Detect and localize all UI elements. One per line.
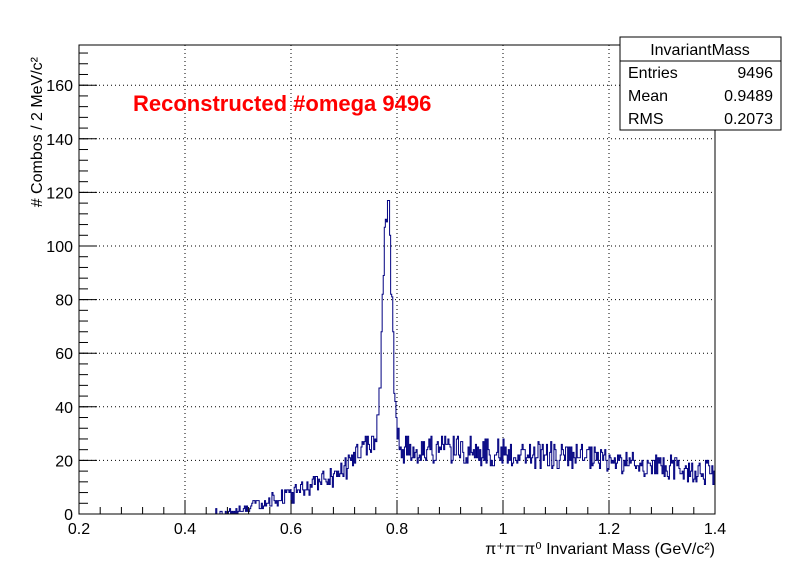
x-tick-label: 1 bbox=[499, 521, 508, 538]
x-tick-label: 1.4 bbox=[704, 521, 726, 538]
x-tick-label: 0.2 bbox=[68, 521, 90, 538]
y-tick-label: 160 bbox=[46, 78, 73, 95]
stats-mean-label: Mean bbox=[628, 88, 668, 105]
y-tick-label: 20 bbox=[55, 453, 73, 470]
x-tick-label: 0.4 bbox=[174, 521, 196, 538]
histogram-series-line bbox=[79, 199, 716, 515]
stats-rms-value: 0.2073 bbox=[724, 111, 773, 128]
x-tick-label: 0.8 bbox=[386, 521, 408, 538]
y-axis-title: # Combos / 2 MeV/c² bbox=[29, 56, 46, 207]
stats-box-frame bbox=[619, 36, 782, 131]
x-tick-labels: 0.2 0.4 0.6 0.8 1 1.2 1.4 bbox=[68, 521, 726, 538]
y-tick-label: 0 bbox=[64, 507, 73, 524]
x-axis-title: π⁺π⁻π⁰ Invariant Mass (GeV/c²) bbox=[485, 541, 715, 558]
y-tick-labels: 0 20 40 60 80 100 120 140 160 bbox=[46, 78, 73, 524]
stats-box: InvariantMass Entries 9496 Mean 0.9489 R… bbox=[619, 36, 782, 131]
stats-entries-label: Entries bbox=[628, 65, 678, 82]
y-tick-label: 40 bbox=[55, 400, 73, 417]
y-tick-label: 60 bbox=[55, 346, 73, 363]
stats-mean-value: 0.9489 bbox=[724, 88, 773, 105]
axis-ticks bbox=[78, 52, 716, 515]
y-tick-label: 140 bbox=[46, 132, 73, 149]
stats-rms-label: RMS bbox=[628, 111, 664, 128]
stats-entries-value: 9496 bbox=[737, 65, 773, 82]
x-tick-label: 1.2 bbox=[598, 521, 620, 538]
y-tick-label: 120 bbox=[46, 185, 73, 202]
y-tick-label: 100 bbox=[46, 239, 73, 256]
chart-annotation: Reconstructed #omega 9496 bbox=[133, 91, 431, 116]
y-tick-label: 80 bbox=[55, 293, 73, 310]
x-tick-label: 0.6 bbox=[280, 521, 302, 538]
stats-box-title: InvariantMass bbox=[650, 42, 750, 59]
